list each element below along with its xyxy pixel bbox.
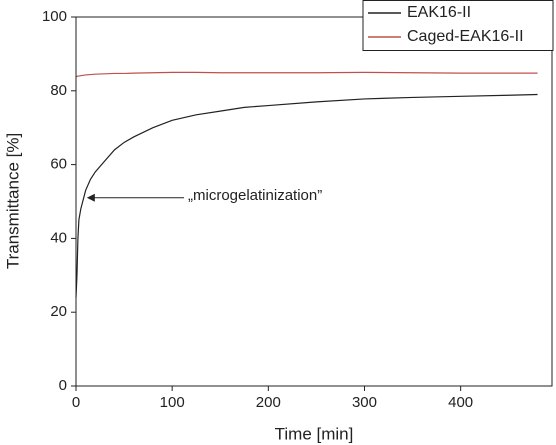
y-tick-label: 0 [59,377,67,394]
plot-frame [75,16,553,387]
x-tick-label: 300 [352,394,377,411]
arrow-head [86,193,95,202]
legend-label: Caged-EAK16-II [407,28,524,45]
data-line [75,93,538,298]
y-axis-label: Transmittance [%] [3,133,22,269]
x-tick-label: 200 [256,394,281,411]
x-tick-label: 0 [72,394,80,411]
y-tick-label: 40 [50,229,67,246]
y-tick-label: 20 [50,303,67,320]
legend-box [362,0,554,51]
x-tick-label: 400 [448,394,473,411]
y-tick-label: 60 [50,156,67,173]
data-line [75,71,538,78]
annotation: „microgelatinization” [188,187,322,204]
x-tick-label: 100 [160,394,185,411]
legend-label: EAK16-II [407,4,471,21]
y-tick-label: 100 [42,8,67,25]
y-tick-label: 80 [50,82,67,99]
x-axis-label: Time [min] [275,424,354,443]
